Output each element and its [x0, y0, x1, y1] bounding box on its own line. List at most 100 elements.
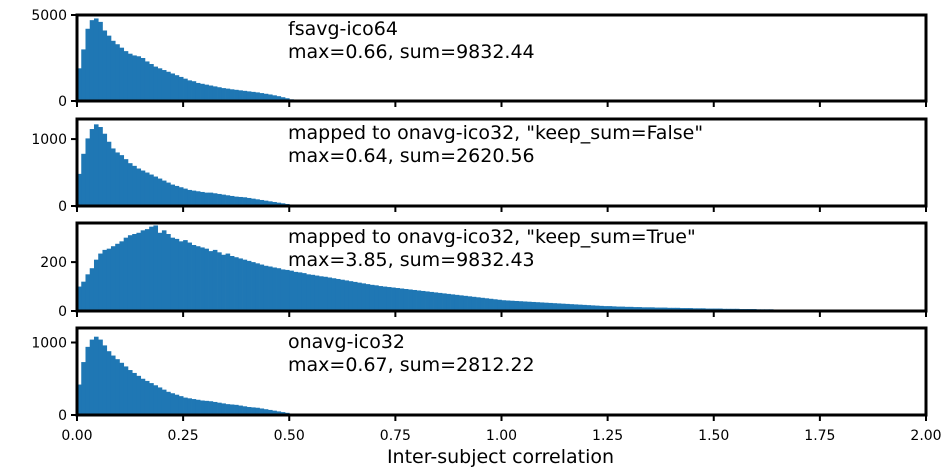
histogram-bar — [93, 124, 99, 206]
histogram-bar — [123, 159, 129, 206]
histogram-bar — [161, 389, 167, 416]
histogram-bar — [174, 185, 180, 206]
histogram-bar — [225, 88, 231, 101]
histogram-bar — [195, 399, 201, 415]
histogram-bar — [251, 262, 256, 311]
axes-frame-keep-sum-true — [75, 221, 928, 313]
histogram-bar — [276, 411, 282, 416]
histogram-bar — [480, 297, 485, 311]
histogram-bar — [238, 196, 243, 206]
histogram-bar — [437, 292, 443, 311]
x-tick-label-1-00: 1.00 — [486, 428, 517, 444]
histogram-bar — [89, 129, 95, 206]
histogram-bar — [81, 49, 86, 101]
histogram-bar — [238, 258, 243, 311]
histogram-bar — [191, 399, 197, 415]
histogram-bar — [149, 174, 154, 206]
histogram-bar — [166, 391, 171, 415]
histogram-bar — [110, 355, 116, 415]
x-tick-label-0-75: 0.75 — [380, 428, 411, 444]
histogram-bar — [225, 253, 231, 311]
histogram-bar — [174, 394, 180, 415]
histogram-bar — [340, 279, 345, 311]
histogram-bar — [136, 232, 142, 311]
histogram-bar — [650, 307, 655, 311]
annotation-title-keep-sum-false: mapped to onavg-ico32, "keep_sum=False" — [288, 122, 703, 144]
histogram-bar — [297, 272, 303, 311]
histogram-bar — [149, 226, 154, 311]
histogram-bar — [645, 307, 651, 311]
histogram-bar — [102, 345, 108, 415]
histogram-bar — [183, 397, 188, 415]
histogram-bar — [98, 21, 103, 102]
histogram-bar — [535, 302, 541, 311]
histogram-bar — [229, 256, 235, 311]
histogram-bar — [123, 237, 129, 311]
histogram-bar — [98, 339, 103, 415]
histogram-bar — [212, 193, 218, 206]
histogram-bar — [234, 196, 239, 206]
histogram-bar — [272, 95, 277, 101]
histogram-bar — [463, 295, 468, 311]
histogram-bar — [251, 198, 256, 206]
x-tick-label-2-00: 2.00 — [910, 428, 941, 444]
histogram-bar — [467, 296, 473, 311]
histogram-bar — [276, 202, 282, 206]
histogram-bar — [259, 264, 265, 311]
histogram-bar — [234, 404, 239, 415]
histogram-bar — [187, 80, 192, 101]
histogram-bar — [408, 289, 413, 311]
histogram-bar — [293, 271, 299, 311]
histogram-bar — [641, 307, 647, 311]
histogram-bar — [603, 306, 608, 311]
histogram-bar — [106, 35, 112, 101]
histogram-bar — [429, 291, 434, 311]
histogram-bar — [200, 247, 205, 311]
histogram-bar — [225, 404, 231, 416]
histogram-bar — [289, 270, 294, 311]
histogram-bar — [77, 384, 82, 415]
histogram-bar — [212, 401, 218, 415]
histogram-bar — [556, 303, 562, 311]
histogram-panel-keep-sum-true: 0 200 mapped to onavg-ico32, "keep_sum=Tr… — [40, 221, 928, 320]
histogram-bar — [522, 301, 528, 311]
histogram-bar — [399, 288, 405, 311]
histogram-bar — [391, 287, 396, 311]
histogram-bar — [246, 91, 252, 101]
histogram-bar — [255, 263, 260, 311]
histogram-bar — [259, 199, 265, 206]
histogram-bar — [132, 234, 137, 311]
histogram-bar — [93, 18, 99, 101]
histogram-bar — [81, 362, 86, 415]
histogram-bar — [446, 293, 451, 311]
histogram-bar — [204, 192, 209, 206]
histogram-bar — [251, 407, 256, 415]
histogram-bar — [77, 68, 82, 101]
histogram-bars-onavg-ico32 — [77, 336, 303, 416]
annotation-title-fsavg-ico64: fsavg-ico64 — [288, 18, 398, 40]
histogram-bar — [123, 366, 129, 415]
histogram-bar — [242, 259, 248, 311]
histogram-bar — [178, 241, 184, 311]
histogram-bar — [412, 289, 417, 311]
histogram-bar — [662, 307, 668, 311]
histogram-bar — [81, 153, 86, 206]
histogram-bar — [187, 242, 192, 311]
histogram-bar — [594, 305, 600, 311]
histogram-bar — [611, 306, 617, 311]
histogram-bar — [136, 56, 142, 101]
histogram-bar — [624, 306, 630, 311]
histogram-bar — [246, 407, 252, 415]
histogram-bar — [586, 305, 591, 311]
histogram-bar — [161, 180, 167, 206]
histogram-bar — [204, 400, 209, 415]
histogram-bar — [229, 195, 235, 206]
histogram-bar — [140, 378, 146, 415]
y-ticks-keep-sum-true: 0 200 — [40, 255, 77, 320]
histogram-bar — [217, 252, 222, 311]
histogram-bar — [335, 278, 341, 311]
histogram-bar — [459, 295, 464, 311]
histogram-bar — [221, 254, 226, 311]
histogram-bar — [352, 281, 358, 311]
y-tick-label-1000: 1000 — [31, 132, 67, 148]
